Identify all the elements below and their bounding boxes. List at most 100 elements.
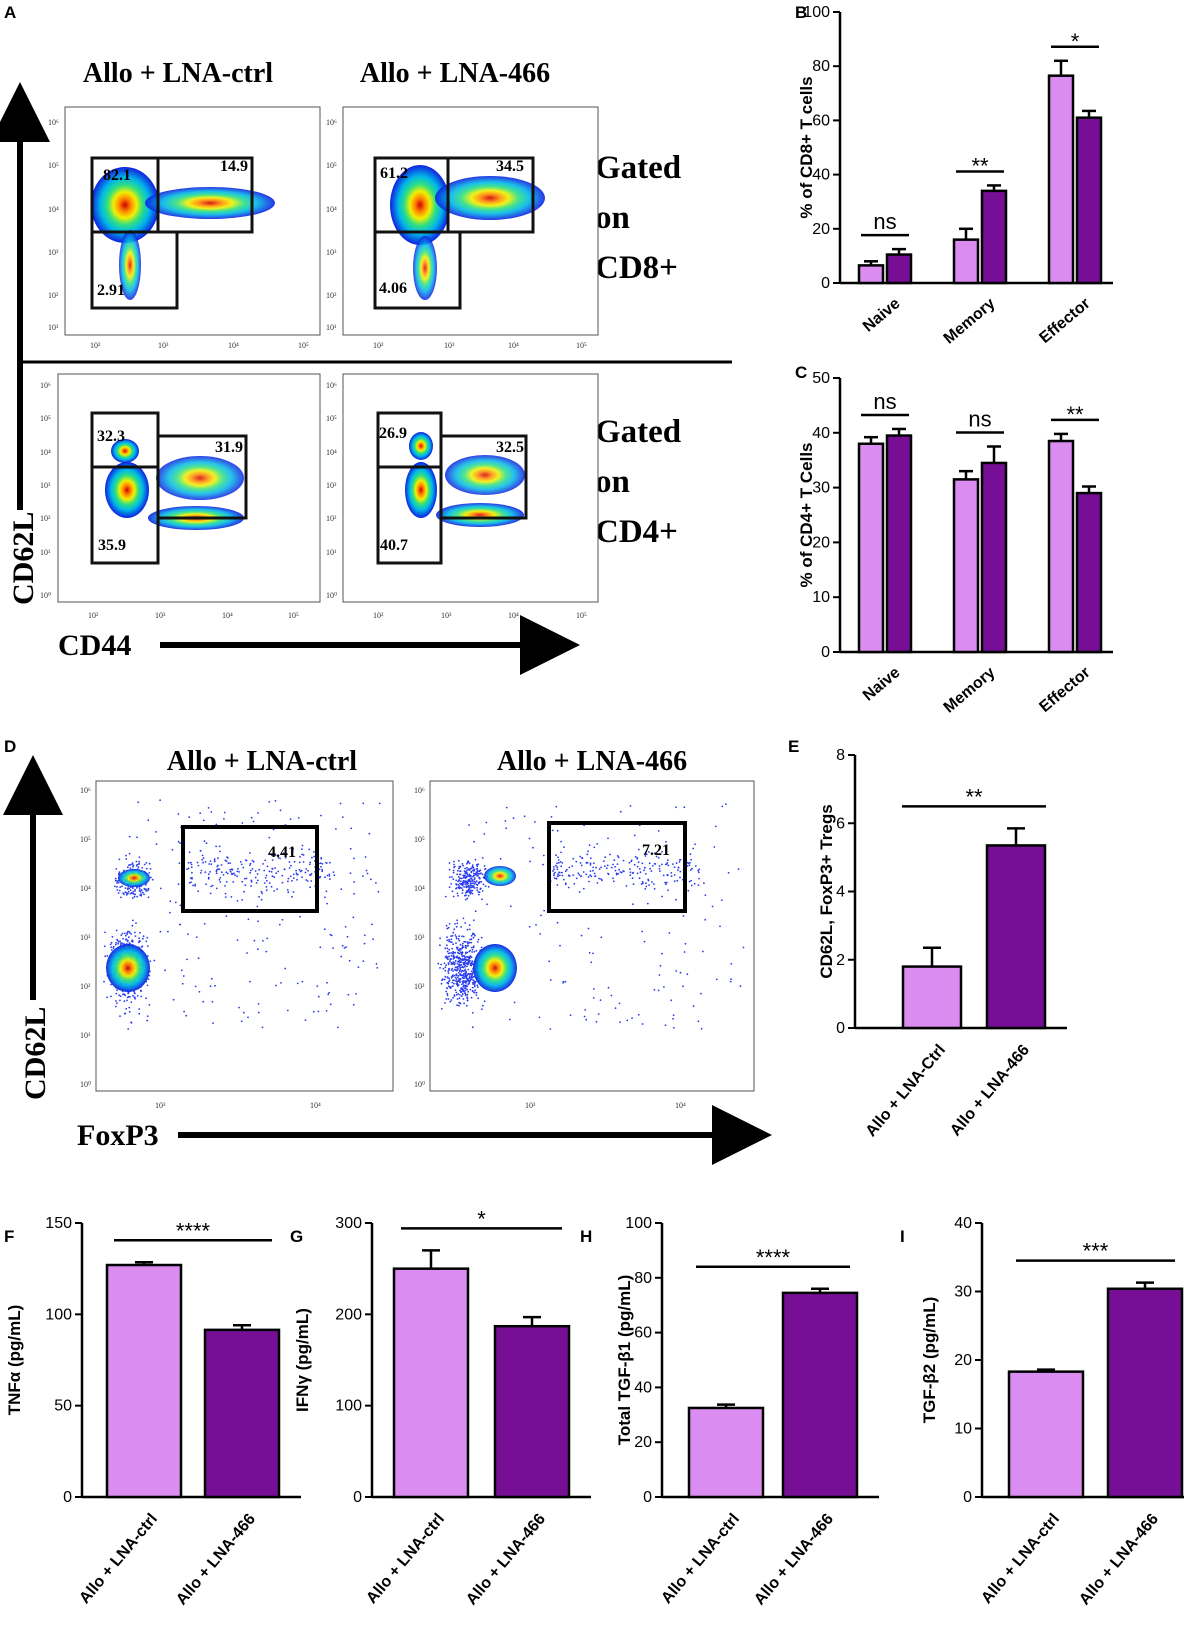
scatter-dot — [719, 925, 721, 928]
scatter-dot — [317, 1010, 320, 1013]
scatter-dot — [236, 870, 239, 873]
scatter-dot — [659, 964, 662, 967]
scatter-dot — [472, 979, 475, 982]
scatter-dot — [319, 862, 322, 865]
scatter-dot — [559, 861, 562, 863]
scatter-dot — [150, 876, 152, 879]
scatter-dot — [177, 840, 180, 843]
scatter-dot — [443, 962, 446, 965]
scatter-dot — [464, 982, 467, 984]
scatter-dot — [225, 871, 228, 874]
scatter-dot — [470, 891, 473, 893]
scatter-dot — [468, 981, 471, 983]
scatter-dot — [631, 877, 634, 880]
gate-cd8-466-naive-pct: 61.2 — [380, 165, 408, 182]
scatter-dot — [467, 860, 469, 862]
scatter-dot — [558, 871, 561, 874]
scatter-dot — [231, 868, 234, 871]
scatter-dot — [146, 984, 149, 987]
scatter-dot — [461, 952, 464, 954]
scatter-dot — [202, 1000, 205, 1003]
scatter-dot — [466, 988, 469, 991]
y-axis-title: % of CD4+ T Cells — [797, 442, 816, 587]
scatter-dot — [467, 894, 470, 897]
scatter-dot — [453, 860, 455, 863]
scatter-dot — [119, 995, 122, 997]
scatter-dot — [177, 883, 180, 886]
cd4-466-ytick-5: 10⁵ — [326, 414, 337, 423]
gated-cd4-line3: CD4+ — [595, 514, 678, 550]
scatter-dot — [466, 985, 469, 988]
scatter-dot — [215, 845, 218, 848]
scatter-dot — [137, 801, 140, 804]
scatter-dot — [250, 879, 253, 882]
scatter-dot — [689, 869, 692, 871]
scatter-dot — [209, 985, 212, 988]
scatter-dot — [448, 979, 451, 982]
scatter-dot — [690, 879, 692, 882]
scatter-dot — [581, 857, 584, 860]
scatter-dot — [600, 936, 603, 939]
scatter-dot — [730, 978, 732, 981]
scatter-dot — [122, 892, 124, 894]
scatter-dot — [347, 993, 350, 996]
scatter-dot — [132, 994, 134, 997]
foxp3-ctrl-ytick-4: 10⁴ — [80, 884, 91, 893]
scatter-dot — [620, 871, 623, 874]
scatter-dot — [477, 881, 480, 884]
scatter-dot — [127, 936, 130, 939]
scatter-dot — [471, 1026, 474, 1029]
panel-label-h: H — [580, 1227, 592, 1246]
scatter-dot — [467, 944, 469, 947]
scatter-dot — [607, 986, 610, 989]
scatter-dot — [657, 830, 660, 832]
scatter-dot — [103, 980, 105, 983]
scatter-dot — [274, 867, 276, 869]
scatter-dot — [693, 882, 696, 885]
scatter-dot — [638, 877, 641, 880]
scatter-dot — [325, 1010, 328, 1012]
scatter-dot — [477, 891, 480, 893]
scatter-dot — [590, 875, 593, 878]
y-tick-label: 300 — [335, 1215, 362, 1232]
scatter-dot — [543, 909, 545, 912]
scatter-dot — [582, 887, 585, 890]
scatter-dot — [319, 946, 322, 949]
scatter-dot — [618, 868, 620, 871]
scatter-dot — [277, 856, 280, 859]
scatter-dot — [729, 980, 732, 983]
scatter-dot — [281, 918, 284, 921]
scatter-dot — [439, 937, 441, 940]
scatter-dot — [588, 951, 591, 954]
scatter-dot — [255, 882, 258, 884]
scatter-dot — [466, 882, 468, 885]
scatter-dot — [609, 853, 611, 856]
scatter-dot — [458, 997, 461, 999]
scatter-dot — [455, 978, 458, 981]
scatter-dot — [556, 921, 559, 924]
scatter-dot — [440, 982, 443, 985]
scatter-dot — [125, 894, 128, 896]
scatter-dot — [675, 806, 677, 809]
scatter-dot — [257, 920, 259, 923]
scatter-dot — [318, 868, 321, 871]
scatter-dot — [213, 860, 216, 863]
scatter-dot — [487, 885, 490, 888]
scatter-dot — [290, 864, 292, 867]
bar — [781, 1291, 859, 1499]
scatter-dot — [444, 966, 447, 969]
scatter-dot — [179, 923, 181, 926]
scatter-dot — [128, 864, 130, 866]
scatter-dot — [218, 868, 221, 871]
foxp3-466-ytick-4: 10⁴ — [414, 884, 425, 893]
scatter-dot — [189, 861, 192, 864]
scatter-dot — [462, 882, 465, 885]
y-tick-label: 0 — [643, 1489, 652, 1506]
scatter-dot — [209, 860, 212, 862]
x-category-label: Allo + LNA-ctrl — [658, 1511, 743, 1607]
scatter-dot — [528, 837, 531, 840]
bar — [985, 844, 1047, 1030]
scatter-dot — [672, 1026, 675, 1029]
cd8-466-xtick-2: 10² — [373, 341, 384, 350]
scatter-dot — [675, 862, 678, 865]
